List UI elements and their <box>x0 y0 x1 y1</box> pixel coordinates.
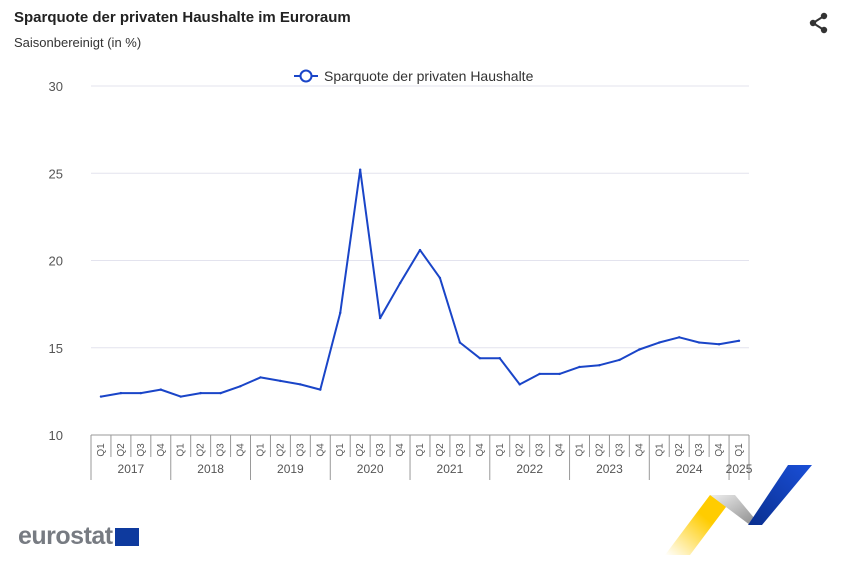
series-line-sparquote <box>100 168 740 398</box>
x-year-label: 2017 <box>118 462 145 476</box>
data-point <box>139 391 143 395</box>
data-point <box>518 383 521 386</box>
x-quarter-label: Q3 <box>375 443 386 457</box>
data-point <box>498 357 501 360</box>
data-point <box>658 341 661 344</box>
x-quarter-label: Q4 <box>634 443 645 457</box>
data-point <box>358 168 362 171</box>
x-quarter-label: Q1 <box>96 443 107 457</box>
eu-flag-icon <box>115 528 139 546</box>
data-point <box>99 395 103 398</box>
x-quarter-label: Q2 <box>196 443 207 457</box>
x-quarter-label: Q1 <box>415 443 426 457</box>
x-year-label: 2021 <box>437 462 464 476</box>
x-quarter-label: Q2 <box>355 443 366 457</box>
x-quarter-label: Q1 <box>255 443 266 457</box>
data-point <box>737 339 741 342</box>
x-quarter-label: Q2 <box>674 443 685 457</box>
x-quarter-label: Q4 <box>156 443 167 457</box>
data-point <box>398 281 402 285</box>
x-quarter-label: Q2 <box>594 443 605 457</box>
y-tick-label: 25 <box>49 166 63 181</box>
x-quarter-label: Q3 <box>694 443 705 457</box>
data-point <box>179 395 182 398</box>
x-year-label: 2025 <box>726 462 753 476</box>
x-year-label: 2022 <box>516 462 543 476</box>
data-point <box>279 379 282 383</box>
x-year-label: 2023 <box>596 462 623 476</box>
data-point <box>339 311 342 315</box>
x-quarter-label: Q2 <box>435 443 446 457</box>
x-quarter-label: Q1 <box>575 443 586 457</box>
data-point <box>538 372 541 376</box>
y-tick-label: 10 <box>49 428 63 443</box>
x-quarter-label: Q1 <box>176 443 187 457</box>
x-quarter-label: Q1 <box>654 443 665 457</box>
y-tick-label: 15 <box>49 341 63 356</box>
x-year-label: 2020 <box>357 462 384 476</box>
x-quarter-label: Q3 <box>535 443 546 457</box>
data-point <box>159 388 162 391</box>
x-quarter-label: Q3 <box>295 443 306 457</box>
data-point <box>478 357 482 360</box>
data-point <box>578 365 581 369</box>
chart-title: Sparquote der privaten Haushalte im Euro… <box>14 9 351 26</box>
data-point <box>618 358 621 362</box>
y-tick-label: 30 <box>49 79 63 94</box>
data-point <box>598 364 601 367</box>
x-quarter-label: Q2 <box>275 443 286 457</box>
legend-marker <box>299 69 313 83</box>
x-quarter-label: Q4 <box>236 443 247 457</box>
x-year-label: 2024 <box>676 462 703 476</box>
data-point <box>299 383 302 386</box>
data-point <box>219 391 222 395</box>
eurostat-decoration-icon <box>665 465 812 555</box>
data-point <box>319 388 322 391</box>
x-quarter-label: Q2 <box>515 443 526 457</box>
y-tick-label: 20 <box>49 254 63 269</box>
share-icon[interactable] <box>808 12 830 34</box>
data-point <box>558 372 561 376</box>
chart-subtitle: Saisonbereinigt (in %) <box>14 35 142 50</box>
data-point <box>678 336 681 339</box>
data-point <box>458 341 462 344</box>
x-quarter-label: Q3 <box>216 443 227 457</box>
x-quarter-label: Q3 <box>136 443 147 457</box>
x-quarter-label: Q1 <box>734 443 745 457</box>
x-quarter-label: Q1 <box>335 443 346 457</box>
x-quarter-label: Q4 <box>315 443 326 457</box>
data-point <box>259 376 262 379</box>
x-quarter-label: Q4 <box>395 443 406 457</box>
x-quarter-label: Q4 <box>475 443 486 457</box>
x-quarter-label: Q4 <box>555 443 566 457</box>
legend-label: Sparquote der privaten Haushalte <box>324 68 534 84</box>
data-point <box>199 391 202 395</box>
x-quarter-label: Q1 <box>495 443 506 457</box>
data-point <box>717 343 721 346</box>
x-quarter-label: Q2 <box>116 443 127 457</box>
data-point <box>378 316 382 320</box>
data-point <box>239 384 242 388</box>
x-quarter-label: Q3 <box>614 443 625 457</box>
data-point <box>438 276 442 280</box>
data-point <box>697 341 701 344</box>
data-point <box>418 248 422 252</box>
x-year-label: 2019 <box>277 462 304 476</box>
eurostat-logo: eurostat <box>18 522 113 550</box>
x-quarter-label: Q3 <box>455 443 466 457</box>
x-quarter-label: Q4 <box>714 443 725 457</box>
x-year-label: 2018 <box>197 462 224 476</box>
data-point <box>119 391 123 395</box>
data-point <box>638 348 641 351</box>
